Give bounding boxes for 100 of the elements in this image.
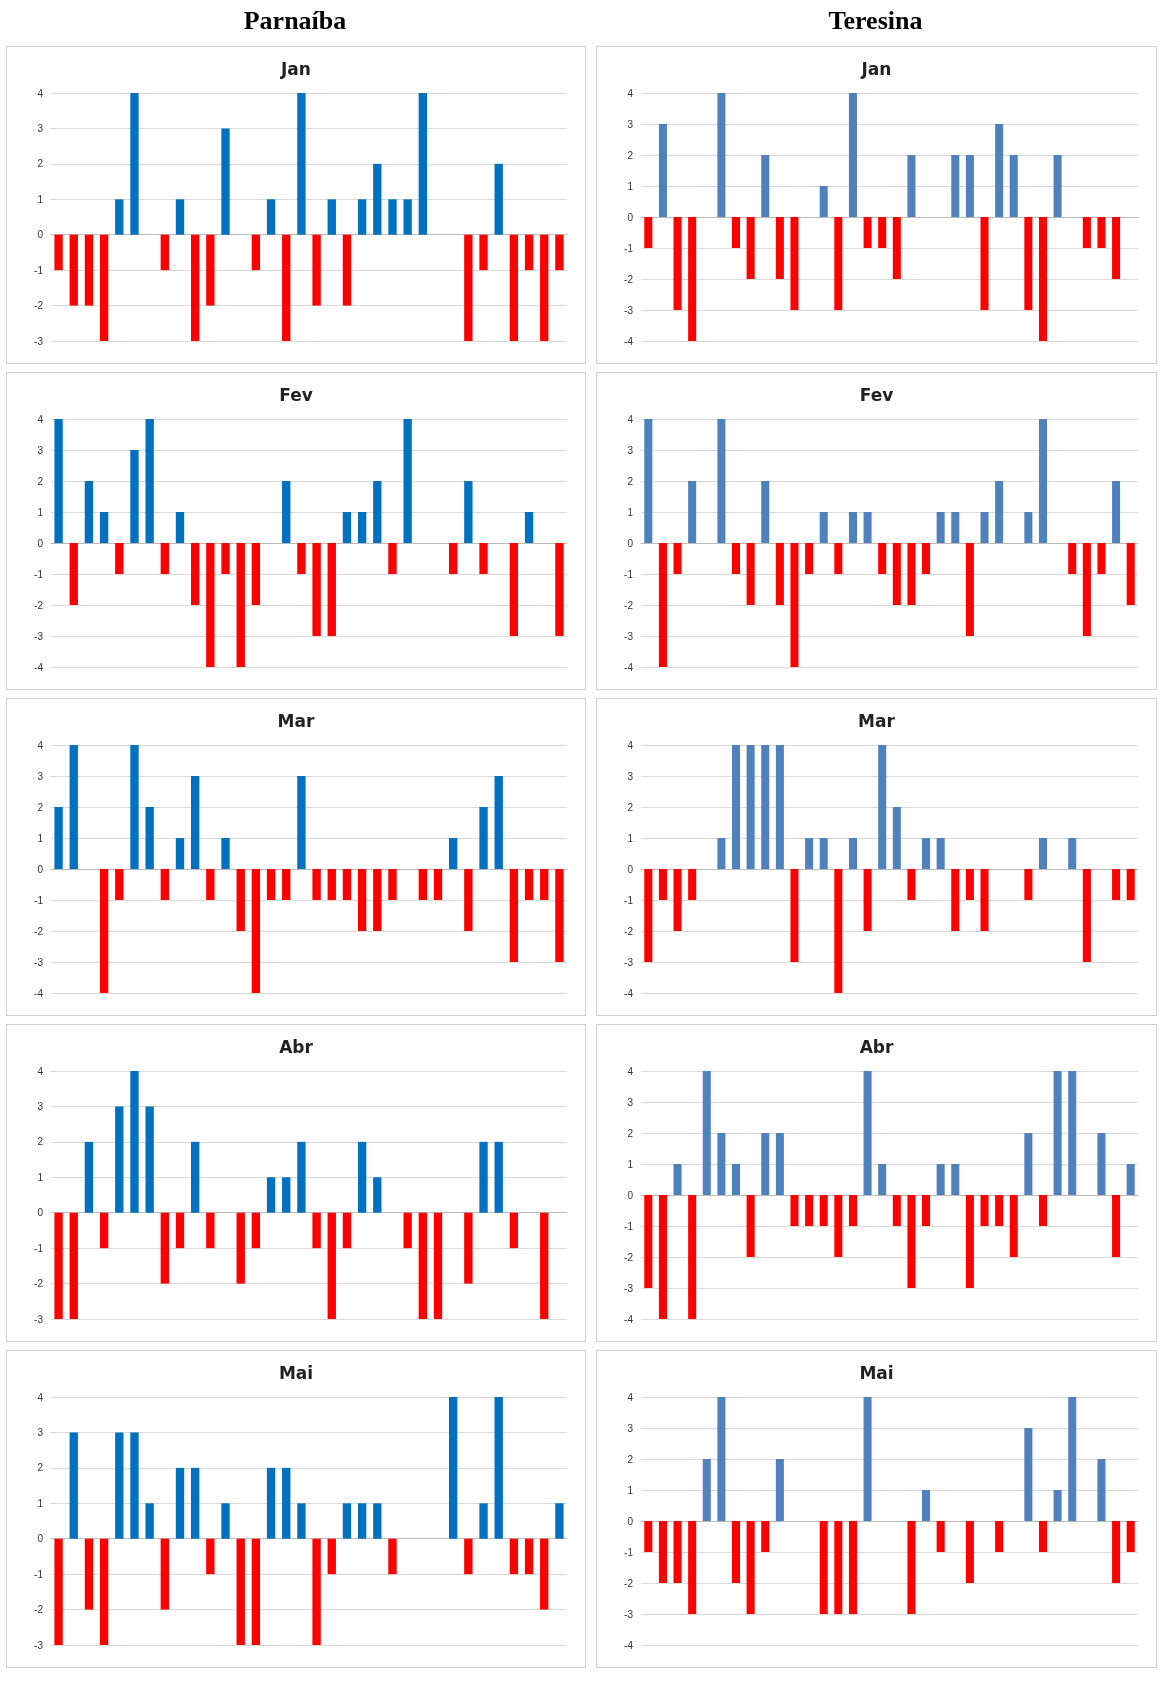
bar [327, 199, 336, 235]
bar [54, 807, 63, 869]
y-tick-label: -4 [624, 1639, 634, 1651]
bar [834, 543, 843, 574]
bar [936, 512, 945, 543]
bar [433, 869, 443, 900]
chart-subtitle: Parnaíba [242, 5, 348, 37]
bar [907, 155, 916, 217]
bar [644, 1521, 653, 1552]
y-tick-label: 1 [37, 1171, 44, 1183]
bar [1097, 217, 1106, 248]
bar [433, 1212, 443, 1319]
bar [936, 838, 945, 869]
y-tick-label: 3 [627, 1422, 634, 1434]
y-tick-label: -1 [34, 1242, 44, 1254]
bar [717, 1133, 726, 1195]
bar [1126, 1164, 1135, 1195]
y-tick-label: 3 [627, 118, 634, 130]
bar [524, 512, 534, 543]
bar [449, 543, 458, 574]
bar [775, 1133, 784, 1195]
bar [717, 1397, 726, 1521]
bar [702, 1071, 711, 1195]
bar [555, 543, 564, 636]
y-tick-label: 0 [37, 1207, 44, 1219]
y-tick-label: -1 [624, 1220, 634, 1232]
bar [702, 1459, 711, 1521]
y-tick-label: -2 [34, 599, 44, 611]
bar [145, 419, 154, 543]
bar [160, 1538, 169, 1610]
bar [805, 1195, 814, 1226]
bar [922, 1490, 931, 1521]
bar [312, 1538, 321, 1645]
bar [834, 217, 843, 310]
bar [312, 869, 321, 900]
y-tick-label: 4 [627, 87, 634, 99]
bar [775, 745, 784, 869]
bar [388, 1538, 397, 1575]
bar [342, 1212, 352, 1249]
bar [312, 543, 321, 636]
y-tick-label: 4 [627, 413, 634, 425]
bar [761, 481, 770, 543]
bar [115, 543, 124, 574]
bar [342, 869, 352, 900]
bar [540, 1538, 549, 1610]
bar [1038, 1521, 1048, 1552]
bar [342, 512, 352, 543]
bar [540, 1212, 549, 1319]
bar [892, 543, 901, 605]
y-tick-label: 2 [37, 158, 44, 170]
y-tick-label: 2 [627, 801, 634, 813]
y-tick-label: -2 [34, 1278, 44, 1290]
y-tick-label: 0 [37, 1533, 44, 1545]
bar [863, 1397, 872, 1521]
bar [357, 1141, 367, 1213]
bar [834, 869, 843, 993]
bar [965, 155, 974, 217]
bar [99, 234, 109, 341]
bar [464, 869, 473, 931]
bar [731, 217, 741, 248]
bar [99, 512, 109, 543]
bar [761, 155, 770, 217]
y-tick-label: -1 [624, 242, 634, 254]
bar [206, 1212, 215, 1249]
y-tick-label: 0 [627, 211, 634, 223]
bar [479, 234, 488, 271]
y-tick-label: 1 [627, 180, 634, 192]
bar [175, 512, 185, 543]
bar [479, 1503, 488, 1539]
bar [878, 217, 887, 248]
bar [160, 1212, 169, 1284]
bar [555, 1503, 564, 1539]
bar [297, 776, 306, 869]
bar [834, 1521, 843, 1614]
bar [658, 869, 667, 900]
bar [175, 1467, 185, 1539]
bar [145, 1503, 154, 1539]
bar [99, 1212, 109, 1249]
bar [357, 512, 367, 543]
bar [403, 199, 412, 235]
y-tick-label: -3 [624, 956, 634, 968]
bar [965, 543, 974, 636]
bar [236, 1212, 245, 1284]
bar [731, 1164, 741, 1195]
bar [717, 419, 726, 543]
bar [327, 1212, 336, 1319]
bar [688, 869, 697, 900]
bar [1082, 543, 1091, 636]
bar [206, 869, 215, 900]
bar [673, 543, 682, 574]
bar [995, 1521, 1004, 1552]
y-tick-label: -4 [34, 661, 44, 673]
bar [494, 163, 503, 235]
bar [160, 869, 169, 900]
bar [175, 838, 185, 869]
bar [464, 1538, 473, 1575]
bar [775, 1459, 784, 1521]
bar [266, 869, 276, 900]
bar [688, 481, 697, 543]
bar [388, 199, 397, 235]
